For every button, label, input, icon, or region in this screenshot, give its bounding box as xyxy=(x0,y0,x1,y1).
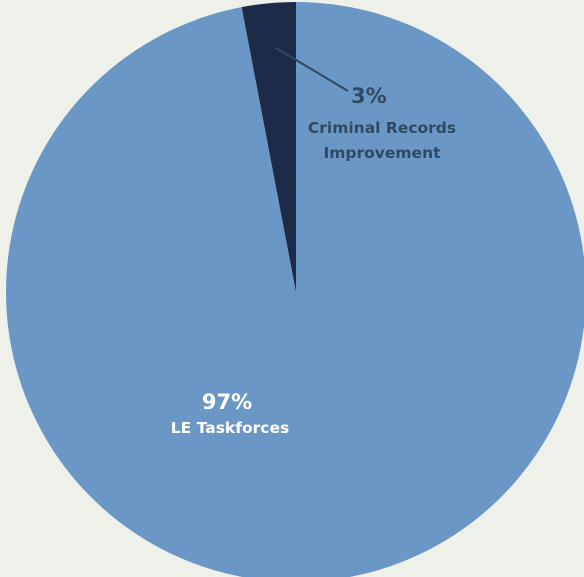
label-criminal-records-line2: Improvement xyxy=(323,144,441,162)
leader-line xyxy=(275,46,349,92)
label-criminal-records-line1: Criminal Records xyxy=(308,119,456,137)
label-le-taskforces: LE Taskforces xyxy=(171,419,289,437)
label-le-taskforces-percent: 97% xyxy=(202,390,252,414)
slice-criminal-records-improvement xyxy=(241,2,296,292)
label-criminal-records-percent: 3% xyxy=(351,84,387,108)
slice-le-taskforces xyxy=(6,2,584,577)
